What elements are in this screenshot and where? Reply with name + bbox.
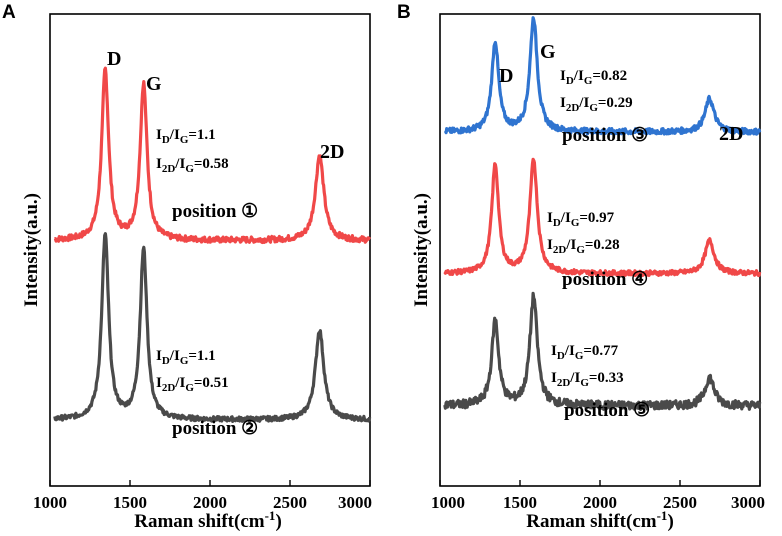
panel-b-xtick-label: 1000 (431, 493, 465, 512)
spectrum-line-position-④ (443, 157, 762, 278)
peak-label-2d: 2D (320, 141, 344, 163)
panel-b-y-axis-title: Intensity(a.u.) (411, 193, 432, 307)
panel-b-xtick-label: 3000 (731, 493, 765, 512)
position-label-5: position ⑤ (564, 400, 650, 421)
panel-a-xtick-label: 1000 (33, 493, 67, 512)
panel-a-series-group (53, 66, 372, 423)
position-label-2: position ② (172, 418, 258, 439)
ratio-label-i2d-ig: I2D/IG=0.29 (560, 95, 633, 114)
ratio-label-i2d-ig: I2D/IG=0.58 (156, 156, 229, 175)
position-label-4: position ④ (562, 269, 648, 290)
panel-a-x-axis-title: Raman shift(cm-1) (134, 508, 282, 531)
position-label-3: position ③ (562, 125, 648, 146)
ratio-label-i2d-ig: I2D/IG=0.28 (547, 237, 620, 256)
panel-b-letter: B (397, 2, 411, 23)
ratio-label-id-ig: ID/IG=0.82 (560, 68, 627, 87)
x-title-main: Raman shift(cm (526, 511, 657, 531)
peak-label-2d: 2D (719, 123, 743, 145)
panel-b-series-group (443, 16, 762, 411)
panel-b-x-axis-title: Raman shift(cm-1) (526, 508, 674, 531)
spectrum-line-position-② (53, 232, 372, 423)
x-title-sup: -1 (265, 508, 276, 523)
panel-b-x-tick-labels: 1000 1500 2000 2500 3000 (431, 493, 765, 512)
x-title-close: ) (275, 511, 281, 531)
peak-label-g: G (146, 73, 162, 95)
spectrum-line-position-① (53, 66, 372, 244)
ratio-label-id-ig: ID/IG=0.97 (547, 210, 615, 229)
panel-a-xtick-label: 3000 (338, 493, 372, 512)
ratio-label-i2d-ig: I2D/IG=0.51 (156, 375, 229, 394)
panel-a-x-tick-labels: 1000 1500 2000 2500 3000 (33, 493, 372, 512)
peak-label-d: D (499, 65, 513, 87)
panel-a-letter: A (2, 2, 16, 23)
panel-a-xtick-label: 2500 (273, 493, 307, 512)
spectrum-line-position-⑤ (443, 291, 762, 411)
x-title-main: Raman shift(cm (134, 511, 265, 531)
panel-b-x-ticks (439, 480, 761, 486)
ratio-label-id-ig: ID/IG=1.1 (156, 127, 216, 146)
x-title-sup: -1 (657, 508, 668, 523)
panel-a-y-axis-title: Intensity(a.u.) (21, 193, 42, 307)
panel-b-xtick-label: 2000 (583, 493, 617, 512)
panel-a-plot-frame (49, 13, 371, 487)
ratio-label-i2d-ig: I2D/IG=0.33 (551, 370, 624, 389)
panel-a-xtick-label: 1500 (113, 493, 147, 512)
peak-label-d: D (107, 48, 121, 70)
peak-label-g: G (540, 41, 556, 63)
panel-a-x-ticks (49, 480, 371, 486)
ratio-label-id-ig: ID/IG=1.1 (156, 348, 216, 367)
x-title-close: ) (667, 511, 673, 531)
panel-b: B 1000 1500 2000 2500 3000 Raman shift(c… (397, 2, 765, 532)
panel-b-xtick-label: 1500 (503, 493, 537, 512)
position-label-1: position ① (172, 201, 258, 222)
panel-a: A 1000 1500 2000 2500 3000 Raman shift(c… (2, 2, 372, 532)
spectrum-line-position-③ (443, 16, 762, 136)
panel-a-xtick-label: 2000 (193, 493, 227, 512)
ratio-label-id-ig: ID/IG=0.77 (551, 343, 619, 362)
panel-b-xtick-label: 2500 (663, 493, 697, 512)
